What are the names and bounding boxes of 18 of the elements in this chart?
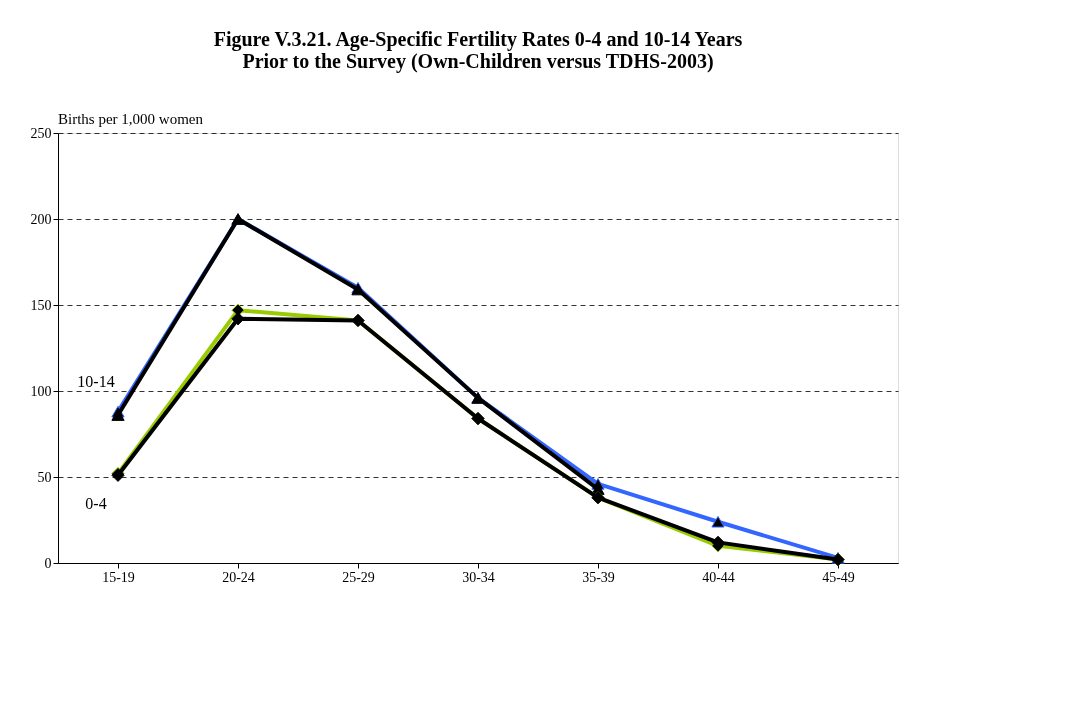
annotation: 10-14	[77, 372, 115, 390]
text: Figure V.3.21. Age-Specific Fertility Rates 0-4 and 10-14 Years	[213, 28, 743, 50]
text: Prior to the Survey (Own-Children versus TDHS-2003)	[242, 50, 714, 72]
x-tick-label: 30-34	[462, 569, 495, 585]
y-tick-label: 100	[30, 383, 52, 399]
x-tick-label: 40-44	[702, 569, 735, 585]
annotation: 0-4	[85, 494, 107, 512]
x-tick-label: 15-19	[102, 569, 135, 585]
y-tick-label: 250	[30, 125, 52, 141]
y-tick-label: 150	[30, 297, 52, 313]
x-tick-label: 45-49	[822, 569, 855, 585]
x-tick-label: 20-24	[222, 569, 255, 585]
x-tick-label: 25-29	[342, 569, 375, 585]
y-tick-label: 0	[44, 555, 52, 571]
x-tick-label: 35-39	[582, 569, 615, 585]
y-axis-title: Births per 1,000 women	[58, 111, 204, 127]
y-tick-label: 50	[37, 469, 52, 485]
y-tick-label: 200	[30, 211, 52, 227]
